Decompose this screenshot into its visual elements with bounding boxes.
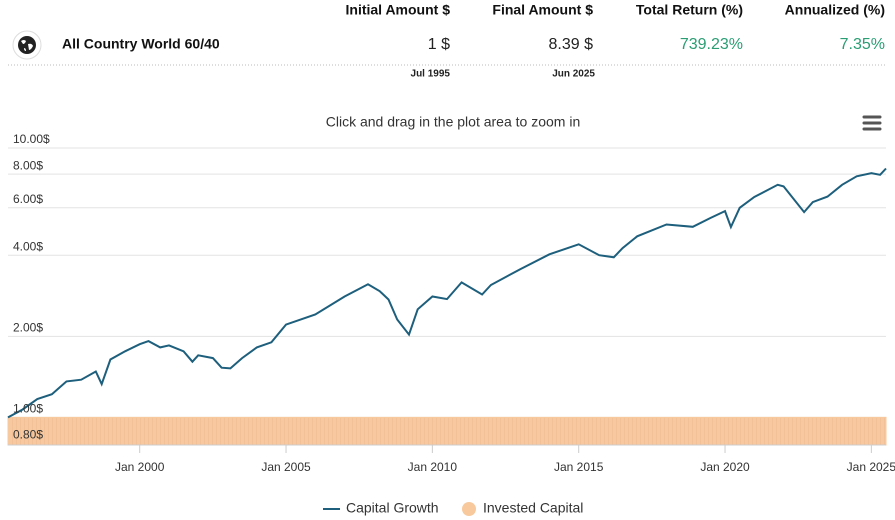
- y-tick-label: 10.00$: [13, 132, 50, 146]
- total-return: 739.23%: [680, 36, 743, 53]
- initial-amount: 1 $: [428, 36, 450, 53]
- end-date: Jun 2025: [552, 69, 595, 80]
- y-tick-label: 0.80$: [13, 428, 43, 442]
- x-tick-label: Jan 2025: [847, 460, 895, 474]
- y-tick-label: 6.00$: [13, 192, 43, 206]
- invested-area: [7, 416, 887, 446]
- y-tick-label: 1.00$: [13, 402, 43, 416]
- legend-label: Invested Capital: [483, 500, 583, 516]
- x-tick-label: Jan 2010: [408, 460, 458, 474]
- x-tick-label: Jan 2020: [700, 460, 750, 474]
- globe-icon: [12, 30, 42, 60]
- menu-button[interactable]: [862, 114, 884, 132]
- column-header: Initial Amount $: [346, 2, 451, 18]
- x-tick-label: Jan 2000: [115, 460, 165, 474]
- column-header: Total Return (%): [636, 2, 743, 18]
- start-date: Jul 1995: [411, 69, 451, 80]
- y-tick-label: 8.00$: [13, 158, 43, 172]
- portfolio-name: All Country World 60/40: [62, 36, 220, 52]
- annualized: 7.35%: [840, 36, 885, 53]
- x-tick-label: Jan 2005: [261, 460, 311, 474]
- column-header: Annualized (%): [785, 2, 885, 18]
- growth-line: [7, 167, 887, 419]
- legend-dot: [462, 502, 476, 516]
- column-header: Final Amount $: [492, 2, 593, 18]
- x-tick-label: Jan 2015: [554, 460, 604, 474]
- y-tick-label: 4.00$: [13, 239, 43, 253]
- chart-subtitle: Click and drag in the plot area to zoom …: [326, 114, 580, 130]
- legend-label: Capital Growth: [346, 500, 439, 516]
- y-tick-label: 2.00$: [13, 320, 43, 334]
- final-amount: 8.39 $: [549, 36, 594, 53]
